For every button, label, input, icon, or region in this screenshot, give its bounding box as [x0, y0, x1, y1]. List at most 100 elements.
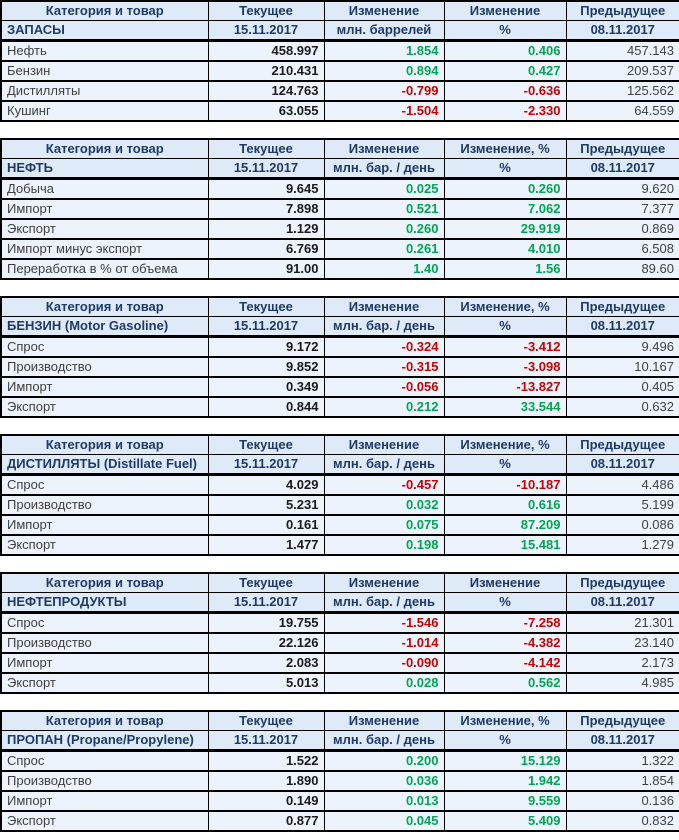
- change-percent-value: -2.330: [443, 101, 566, 122]
- row-label: Дистилляты: [1, 81, 208, 102]
- change-percent-value: -4.382: [443, 633, 566, 654]
- table-row: Экспорт 1.477 0.198 15.481 1.279: [1, 535, 679, 556]
- change-value: 0.261: [323, 239, 444, 260]
- column-header: Текущее: [207, 435, 324, 455]
- change-value: 1.40: [323, 259, 444, 280]
- row-label: Производство: [1, 357, 208, 378]
- change-value: 0.200: [323, 750, 444, 772]
- previous-value: 2.173: [565, 653, 679, 674]
- previous-value: 1.322: [565, 750, 679, 772]
- previous-value: 89.60: [565, 259, 679, 280]
- current-value: 210.431: [207, 61, 324, 82]
- row-label: Производство: [1, 495, 208, 516]
- current-value: 0.349: [207, 377, 324, 398]
- column-header: Предыдущее: [565, 711, 679, 731]
- table-row: Импорт 0.161 0.075 87.209 0.086: [1, 515, 679, 536]
- previous-value: 10.167: [565, 357, 679, 378]
- previous-date: 08.11.2017: [565, 730, 679, 752]
- unit-label: млн. бар. / день: [323, 316, 444, 338]
- table-row: Производство 9.852 -0.315 -3.098 10.167: [1, 357, 679, 378]
- current-value: 1.522: [207, 750, 324, 772]
- change-percent-value: -13.827: [443, 377, 566, 398]
- row-label: Экспорт: [1, 811, 208, 832]
- table-row: Добыча 9.645 0.025 0.260 9.620: [1, 178, 679, 200]
- current-value: 0.161: [207, 515, 324, 536]
- current-date: 15.11.2017: [207, 20, 324, 42]
- column-header: Категория и товар: [1, 435, 208, 455]
- current-value: 2.083: [207, 653, 324, 674]
- change-percent-value: 15.129: [443, 750, 566, 772]
- previous-value: 0.869: [565, 219, 679, 240]
- column-header: Категория и товар: [1, 711, 208, 731]
- column-header: Изменение, %: [443, 711, 566, 731]
- change-value: -1.014: [323, 633, 444, 654]
- table-neft: Категория и товар Текущее Изменение Изменен…: [0, 138, 679, 280]
- current-date: 15.11.2017: [207, 592, 324, 614]
- table-row: Спрос 19.755 -1.546 -7.258 21.301: [1, 612, 679, 634]
- previous-value: 7.377: [565, 199, 679, 220]
- change-value: -0.457: [323, 474, 444, 496]
- percent-symbol: %: [443, 20, 566, 42]
- previous-value: 0.632: [565, 397, 679, 418]
- section-title: ДИСТИЛЛЯТЫ (Distillate Fuel): [1, 454, 208, 476]
- change-value: 0.013: [323, 791, 444, 812]
- column-header: Изменение, %: [443, 139, 566, 159]
- column-header: Текущее: [207, 297, 324, 317]
- change-value: 0.045: [323, 811, 444, 832]
- subheader-row: ДИСТИЛЛЯТЫ (Distillate Fuel) 15.11.2017 мл…: [1, 454, 679, 476]
- previous-value: 1.854: [565, 771, 679, 792]
- current-value: 4.029: [207, 474, 324, 496]
- row-label: Производство: [1, 771, 208, 792]
- change-value: -0.799: [323, 81, 444, 102]
- table-row: Производство 1.890 0.036 1.942 1.854: [1, 771, 679, 792]
- column-header: Предыдущее: [565, 435, 679, 455]
- unit-label: млн. бар. / день: [323, 454, 444, 476]
- unit-label: млн. бар. / день: [323, 592, 444, 614]
- header-row: Категория и товар Текущее Изменение Изменен…: [1, 1, 679, 21]
- unit-label: млн. бар. / день: [323, 158, 444, 180]
- subheader-row: ПРОПАН (Propane/Propylene) 15.11.2017 млн.…: [1, 730, 679, 752]
- change-value: 1.854: [323, 40, 444, 62]
- row-label: Спрос: [1, 750, 208, 772]
- unit-label: млн. бар. / день: [323, 730, 444, 752]
- table-row: Бензин 210.431 0.894 0.427 209.537: [1, 61, 679, 82]
- row-label: Добыча: [1, 178, 208, 200]
- column-header: Изменение: [323, 711, 444, 731]
- previous-value: 0.832: [565, 811, 679, 832]
- previous-value: 209.537: [565, 61, 679, 82]
- table-row: Импорт 2.083 -0.090 -4.142 2.173: [1, 653, 679, 674]
- table-row: Переработка в % от объема 91.00 1.40 1.56 89…: [1, 259, 679, 280]
- table-propan: Категория и товар Текущее Изменение Изменен…: [0, 710, 679, 832]
- row-label: Импорт минус экспорт: [1, 239, 208, 260]
- table-row: Производство 5.231 0.032 0.616 5.199: [1, 495, 679, 516]
- column-header: Текущее: [207, 711, 324, 731]
- current-value: 458.997: [207, 40, 324, 62]
- change-value: 0.036: [323, 771, 444, 792]
- column-header: Текущее: [207, 573, 324, 593]
- change-percent-value: 4.010: [443, 239, 566, 260]
- row-label: Экспорт: [1, 219, 208, 240]
- row-label: Импорт: [1, 653, 208, 674]
- change-percent-value: -3.412: [443, 336, 566, 358]
- current-value: 9.645: [207, 178, 324, 200]
- table-benzin: Категория и товар Текущее Изменение Изменен…: [0, 296, 679, 418]
- change-value: 0.032: [323, 495, 444, 516]
- previous-value: 1.279: [565, 535, 679, 556]
- current-value: 0.149: [207, 791, 324, 812]
- row-label: Импорт: [1, 791, 208, 812]
- header-row: Категория и товар Текущее Изменение Изменен…: [1, 435, 679, 455]
- current-value: 9.852: [207, 357, 324, 378]
- column-header: Текущее: [207, 1, 324, 21]
- column-header: Изменение: [323, 139, 444, 159]
- current-value: 91.00: [207, 259, 324, 280]
- previous-value: 0.086: [565, 515, 679, 536]
- previous-date: 08.11.2017: [565, 592, 679, 614]
- table-row: Дистилляты 124.763 -0.799 -0.636 125.562: [1, 81, 679, 102]
- change-value: 0.212: [323, 397, 444, 418]
- row-label: Экспорт: [1, 397, 208, 418]
- column-header: Изменение: [443, 573, 566, 593]
- table-row: Импорт минус экспорт 6.769 0.261 4.010 6.508: [1, 239, 679, 260]
- change-percent-value: 0.616: [443, 495, 566, 516]
- table-row: Спрос 1.522 0.200 15.129 1.322: [1, 750, 679, 772]
- column-header: Категория и товар: [1, 573, 208, 593]
